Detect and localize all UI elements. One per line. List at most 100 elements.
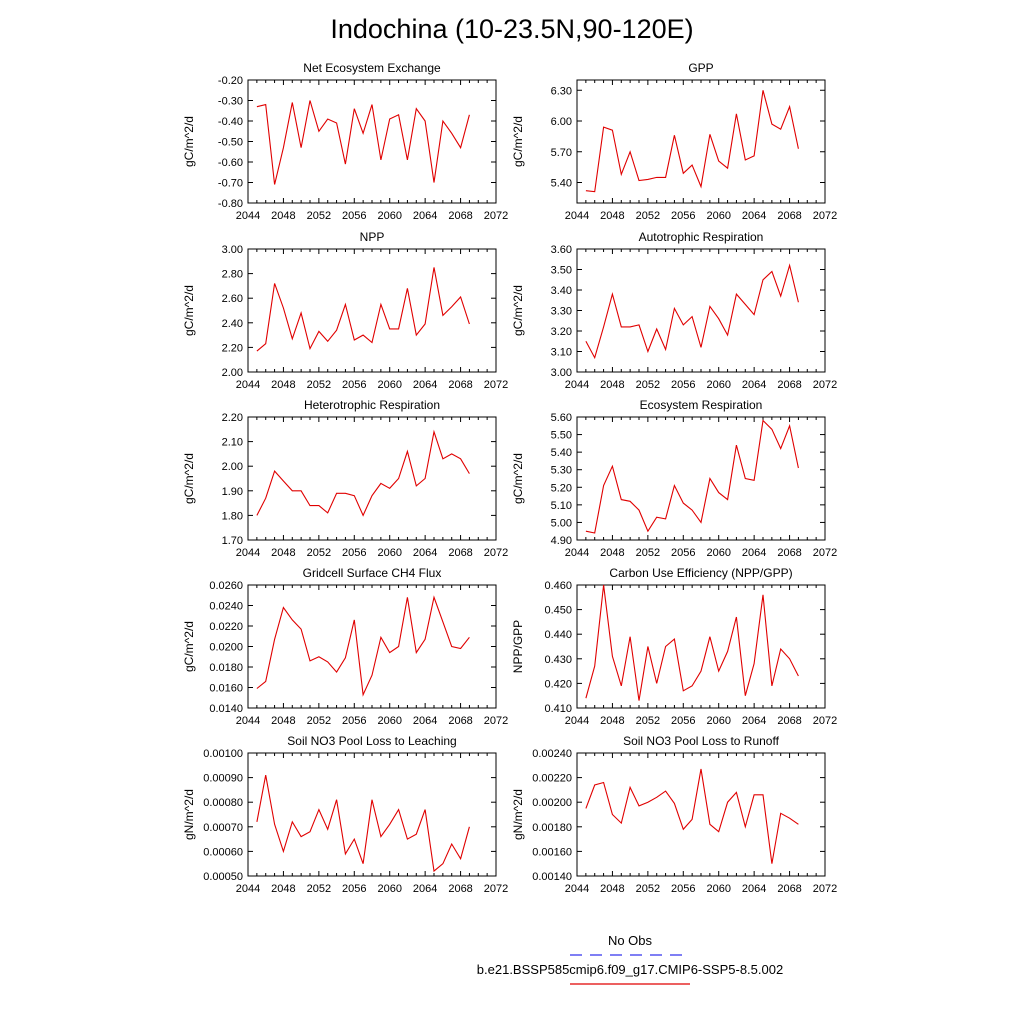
y-tick-label: 3.00 xyxy=(222,244,243,256)
y-tick-label: 3.20 xyxy=(551,326,572,338)
x-tick-label: 2044 xyxy=(565,210,589,222)
y-tick-label: -0.50 xyxy=(218,137,243,149)
x-tick-label: 2072 xyxy=(484,210,508,222)
y-tick-label: 1.90 xyxy=(222,486,243,498)
y-tick-label: 0.0240 xyxy=(209,601,243,613)
x-tick-label: 2060 xyxy=(706,547,730,559)
x-tick-label: 2064 xyxy=(742,883,766,895)
panel-title: Soil NO3 Pool Loss to Runoff xyxy=(623,734,780,748)
x-tick-label: 2044 xyxy=(565,547,589,559)
y-tick-label: 0.00080 xyxy=(203,797,243,809)
y-axis-label: gC/m^2/d xyxy=(182,285,196,336)
x-tick-label: 2052 xyxy=(307,379,331,391)
x-tick-label: 2052 xyxy=(307,715,331,727)
plot-frame xyxy=(247,584,497,709)
x-tick-label: 2064 xyxy=(413,547,437,559)
x-tick-label: 2072 xyxy=(813,379,837,391)
x-tick-label: 2064 xyxy=(742,547,766,559)
y-tick-label: -0.20 xyxy=(218,75,243,87)
y-tick-label: 0.00100 xyxy=(203,748,243,760)
x-tick-label: 2068 xyxy=(777,547,801,559)
x-tick-label: 2056 xyxy=(342,547,366,559)
series-line xyxy=(256,100,470,185)
series-line xyxy=(585,90,799,193)
x-tick-label: 2068 xyxy=(777,379,801,391)
y-axis-label: gN/m^2/d xyxy=(182,789,196,840)
y-tick-label: 0.420 xyxy=(544,678,572,690)
x-tick-label: 2064 xyxy=(413,715,437,727)
x-tick-label: 2064 xyxy=(742,379,766,391)
panel-title: Heterotrophic Respiration xyxy=(304,398,440,412)
y-tick-label: 1.70 xyxy=(222,535,243,547)
x-tick-label: 2064 xyxy=(413,883,437,895)
x-tick-label: 2060 xyxy=(377,715,401,727)
plot-frame xyxy=(247,416,497,541)
plot-frame xyxy=(247,752,497,877)
series-line xyxy=(585,768,799,864)
panel-autotrophic-respiration: Autotrophic Respiration gC/m^2/d 3.00 3.10 3… xyxy=(511,230,837,391)
y-tick-label: 5.50 xyxy=(551,430,572,442)
panel-title: Net Ecosystem Exchange xyxy=(303,61,441,75)
panel-carbon-use-efficiency-npp-gpp: Carbon Use Efficiency (NPP/GPP) NPP/GPP 0.… xyxy=(511,566,837,727)
panel-title: NPP xyxy=(360,230,385,244)
y-tick-label: 5.20 xyxy=(551,482,572,494)
y-tick-label: -0.70 xyxy=(218,178,243,190)
x-tick-label: 2072 xyxy=(484,883,508,895)
y-tick-label: 2.20 xyxy=(222,342,243,354)
y-tick-label: 0.00140 xyxy=(532,871,572,883)
y-tick-label: 6.30 xyxy=(551,85,572,97)
x-tick-label: 2048 xyxy=(600,883,624,895)
x-tick-label: 2072 xyxy=(484,547,508,559)
panel-grid: Net Ecosystem Exchange gC/m^2/d -0.20 -0.30… xyxy=(182,61,837,895)
panel-title: Gridcell Surface CH4 Flux xyxy=(303,566,442,580)
x-tick-label: 2052 xyxy=(636,547,660,559)
plot-frame xyxy=(247,248,497,373)
x-tick-label: 2060 xyxy=(706,379,730,391)
y-tick-label: 0.00160 xyxy=(532,846,572,858)
y-tick-label: 3.40 xyxy=(551,285,572,297)
x-tick-label: 2044 xyxy=(236,379,260,391)
x-tick-label: 2064 xyxy=(413,379,437,391)
x-tick-label: 2056 xyxy=(671,883,695,895)
x-tick-label: 2052 xyxy=(307,547,331,559)
panel-gridcell-surface-ch4-flux: Gridcell Surface CH4 Flux gC/m^2/d 0.0140 0… xyxy=(182,566,508,727)
y-tick-label: 5.10 xyxy=(551,500,572,512)
y-tick-label: 0.00070 xyxy=(203,822,243,834)
y-axis-label: NPP/GPP xyxy=(511,620,525,673)
y-axis-label: gC/m^2/d xyxy=(511,116,525,167)
x-tick-label: 2064 xyxy=(742,715,766,727)
x-tick-label: 2060 xyxy=(377,379,401,391)
y-tick-label: 5.60 xyxy=(551,412,572,424)
panel-net-ecosystem-exchange: Net Ecosystem Exchange gC/m^2/d -0.20 -0.30… xyxy=(182,61,508,222)
panel-npp: NPP gC/m^2/d 2.00 2.20 2.40 2.60 2.80 3.00 2044 2… xyxy=(182,230,508,391)
x-tick-label: 2072 xyxy=(484,379,508,391)
y-tick-label: 0.00240 xyxy=(532,748,572,760)
panel-soil-no3-pool-loss-to-leaching: Soil NO3 Pool Loss to Leaching gN/m^2/d 0.… xyxy=(182,734,508,895)
panel-title: Ecosystem Respiration xyxy=(640,398,763,412)
x-tick-label: 2052 xyxy=(636,715,660,727)
y-tick-label: 0.0260 xyxy=(209,580,243,592)
x-tick-label: 2044 xyxy=(565,715,589,727)
legend: No Obs b.e21.BSSP585cmip6.f09_g17.CMIP6-… xyxy=(477,933,783,985)
x-tick-label: 2048 xyxy=(600,715,624,727)
x-tick-label: 2048 xyxy=(271,715,295,727)
y-tick-label: 0.460 xyxy=(544,580,572,592)
y-tick-label: 0.440 xyxy=(544,629,572,641)
x-tick-label: 2060 xyxy=(706,210,730,222)
series-line xyxy=(256,774,470,873)
x-tick-label: 2068 xyxy=(777,715,801,727)
y-tick-label: 0.430 xyxy=(544,654,572,666)
plot-frame xyxy=(576,248,826,373)
y-tick-label: -0.80 xyxy=(218,198,243,210)
plot-frame xyxy=(576,584,826,709)
series-line xyxy=(256,595,470,697)
y-tick-label: 3.60 xyxy=(551,244,572,256)
series-line xyxy=(585,263,799,360)
panel-soil-no3-pool-loss-to-runoff: Soil NO3 Pool Loss to Runoff gN/m^2/d 0.00… xyxy=(511,734,837,895)
y-tick-label: 5.30 xyxy=(551,465,572,477)
panel-heterotrophic-respiration: Heterotrophic Respiration gC/m^2/d 1.70 1.8… xyxy=(182,398,508,559)
y-tick-label: 0.0200 xyxy=(209,642,243,654)
x-tick-label: 2056 xyxy=(671,379,695,391)
x-tick-label: 2044 xyxy=(236,883,260,895)
y-tick-label: 0.0180 xyxy=(209,662,243,674)
